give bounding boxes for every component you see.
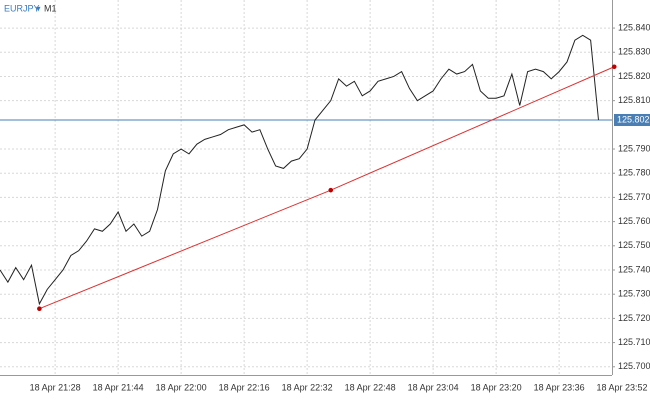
bid-label-bg [614, 114, 650, 126]
symbol[interactable]: EURJPY [4, 3, 40, 13]
x-tick-label: 18 Apr 23:52 [596, 382, 647, 392]
x-tick-label: 18 Apr 21:28 [30, 382, 81, 392]
y-tick-label: 125.840 [618, 22, 650, 32]
grid [0, 0, 612, 375]
x-tick-label: 18 Apr 23:20 [471, 382, 522, 392]
y-tick-label: 125.730 [618, 289, 650, 299]
y-tick-label: 125.710 [618, 337, 650, 347]
x-tick-label: 18 Apr 22:16 [219, 382, 270, 392]
x-tick-label: 18 Apr 22:32 [282, 382, 333, 392]
y-tick-label: 125.820 [618, 71, 650, 81]
trend-anchor [611, 64, 617, 70]
y-tick-label: 125.750 [618, 240, 650, 250]
x-tick-label: 18 Apr 22:00 [156, 382, 207, 392]
x-tick-label: 18 Apr 23:36 [534, 382, 585, 392]
x-tick-label: 18 Apr 21:44 [93, 382, 144, 392]
y-tick-label: 125.830 [618, 47, 650, 57]
y-tick-label: 125.720 [618, 313, 650, 323]
x-tick-label: 18 Apr 23:04 [408, 382, 459, 392]
timeframe[interactable]: M1 [44, 3, 57, 13]
dropdown-icon[interactable]: ▾ [36, 3, 41, 13]
bid-label: 125.802 [617, 114, 650, 124]
price-line [0, 34, 599, 306]
trend-anchor [37, 306, 42, 312]
y-tick-label: 125.770 [618, 192, 650, 202]
y-tick-label: 125.760 [618, 216, 650, 226]
y-tick-label: 125.780 [618, 168, 650, 178]
y-tick-label: 125.700 [618, 361, 650, 371]
trend-anchor [328, 187, 334, 193]
x-tick-label: 18 Apr 22:48 [345, 382, 396, 392]
y-tick-label: 125.790 [618, 143, 650, 153]
y-tick-label: 125.810 [618, 95, 650, 105]
y-tick-label: 125.740 [618, 264, 650, 274]
